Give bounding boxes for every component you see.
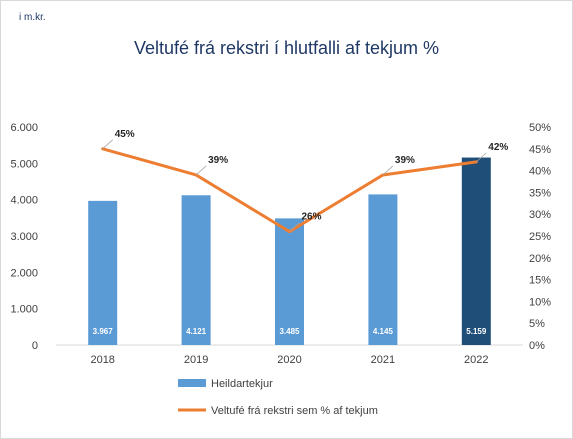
x-category-label: 2019 (184, 354, 208, 366)
bar (181, 195, 211, 345)
bar (461, 157, 491, 345)
line-label-leader (476, 152, 487, 163)
y-left-tick-label: 1.000 (10, 304, 38, 316)
line-value-label: 39% (208, 155, 228, 166)
bar-value-label: 4.145 (373, 327, 394, 336)
bar-value-label: 3.485 (279, 327, 300, 336)
y-right-tick-label: 35% (529, 187, 551, 199)
y-right-tick-label: 25% (529, 231, 551, 243)
y-left-tick-label: 0 (32, 340, 38, 352)
y-right-tick-label: 5% (529, 318, 545, 330)
bar-value-label: 3.967 (93, 327, 114, 336)
y-left-tick-label: 3.000 (10, 231, 38, 243)
y-right-tick-label: 45% (529, 144, 551, 156)
line-label-leader (195, 165, 207, 176)
x-category-label: 2021 (371, 354, 395, 366)
y-right-tick-label: 20% (529, 253, 551, 265)
line-label-leader (382, 165, 394, 176)
y-right-tick-label: 30% (529, 209, 551, 221)
y-left-tick-label: 6.000 (10, 122, 38, 134)
y-right-tick-label: 10% (529, 296, 551, 308)
x-category-label: 2022 (464, 354, 488, 366)
y-right-tick-label: 15% (529, 275, 551, 287)
bar-value-label: 4.121 (186, 327, 207, 336)
bar (275, 218, 304, 345)
legend-bar-swatch (178, 379, 206, 387)
bar-value-label: 5.159 (466, 327, 487, 336)
bar (88, 200, 118, 345)
y-right-tick-label: 0% (529, 340, 545, 352)
y-left-tick-label: 5.000 (10, 158, 38, 170)
y-left-tick-label: 2.000 (10, 267, 38, 279)
x-category-label: 2018 (90, 354, 114, 366)
line-value-label: 26% (302, 212, 322, 223)
y-right-tick-label: 50% (529, 122, 551, 134)
chart-title: Veltufé frá rekstri í hlutfalli af tekju… (133, 38, 440, 58)
legend-line-label: Veltufé frá rekstri sem % af tekjum (211, 405, 378, 417)
line-value-label: 45% (115, 129, 135, 140)
x-category-label: 2020 (277, 354, 301, 366)
line-value-label: 42% (488, 142, 508, 153)
y-right-tick-label: 40% (529, 166, 551, 178)
y-left-tick-label: 4.000 (10, 195, 38, 207)
line-value-label: 39% (395, 155, 415, 166)
unit-label: i m.kr. (19, 12, 46, 23)
legend-bar-label: Heildartekjur (211, 378, 273, 390)
line-label-leader (102, 139, 113, 150)
line-label-leader (289, 222, 300, 232)
bar (368, 194, 398, 345)
